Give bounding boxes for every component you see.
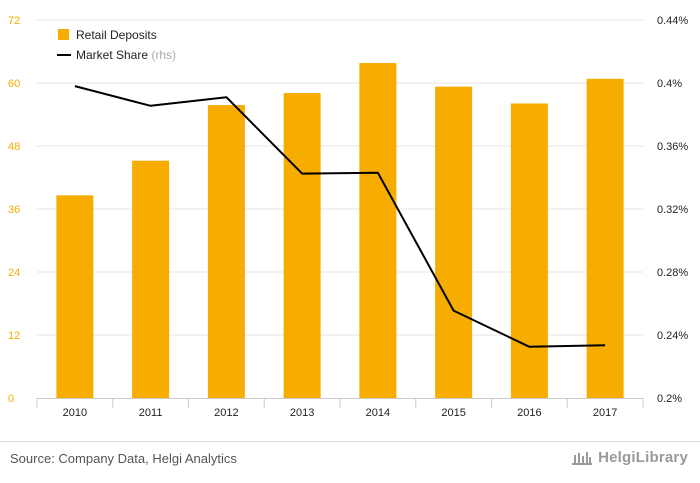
left-axis-tick-label: 24: [8, 267, 20, 279]
bar-2015: [435, 86, 473, 399]
combo-chart: 0 12 24 36 48 60 72 0.2% 0.24% 0.28% 0.32% 0.36% 0.4…: [8, 15, 688, 419]
axes: 0 12 24 36 48 60 72 0.2% 0.24% 0.28% 0.32% 0.36% 0.4…: [8, 15, 688, 419]
legend-suffix: (rhs): [148, 48, 176, 62]
source-note: Source: Company Data, Helgi Analytics: [10, 451, 237, 466]
line-series-market-share: [74, 85, 606, 348]
x-axis-tick-label: 2015: [441, 407, 465, 419]
brand-logo: HelgiLibrary: [571, 449, 688, 466]
left-axis-tick-label: 60: [8, 78, 20, 90]
right-axis-tick-label: 0.44%: [657, 15, 688, 27]
bar-series-retail-deposits: [56, 63, 624, 399]
grid-lines: [37, 19, 643, 336]
right-axis-tick-label: 0.24%: [657, 330, 688, 342]
library-building-icon: [572, 451, 593, 465]
legend-label-1: Market Share (rhs): [76, 48, 176, 62]
left-axis-tick-label: 48: [8, 141, 20, 153]
footer-divider: [0, 441, 700, 442]
bar-2016: [510, 103, 548, 398]
market-share-line: [74, 85, 606, 348]
bar-2017: [586, 78, 624, 399]
left-axis-tick-label: 36: [8, 204, 20, 216]
left-axis-tick-label: 12: [8, 330, 20, 342]
left-axis-tick-label: 0: [8, 393, 14, 405]
legend-swatch-0: [58, 29, 69, 40]
bar-2014: [359, 63, 397, 399]
legend-label-0: Retail Deposits: [76, 28, 157, 42]
x-axis-tick-label: 2014: [366, 407, 390, 419]
left-axis-tick-label: 72: [8, 15, 20, 27]
x-axis-tick-label: 2017: [593, 407, 617, 419]
bar-2012: [207, 105, 245, 399]
bar-2010: [56, 195, 94, 398]
right-axis-tick-label: 0.2%: [657, 393, 682, 405]
right-axis-tick-label: 0.28%: [657, 267, 688, 279]
legend: Retail Deposits Market Share (rhs): [57, 28, 176, 62]
right-axis-tick-label: 0.4%: [657, 78, 682, 90]
brand-name: HelgiLibrary: [598, 449, 688, 466]
x-axis-tick-label: 2010: [63, 407, 87, 419]
bar-2013: [283, 92, 321, 398]
right-axis-tick-label: 0.36%: [657, 141, 688, 153]
x-axis-tick-label: 2013: [290, 407, 314, 419]
x-axis-tick-label: 2016: [517, 407, 541, 419]
x-axis-tick-label: 2012: [214, 407, 238, 419]
bar-2011: [132, 160, 170, 398]
x-axis-tick-label: 2011: [139, 407, 163, 419]
right-axis-tick-label: 0.32%: [657, 204, 688, 216]
